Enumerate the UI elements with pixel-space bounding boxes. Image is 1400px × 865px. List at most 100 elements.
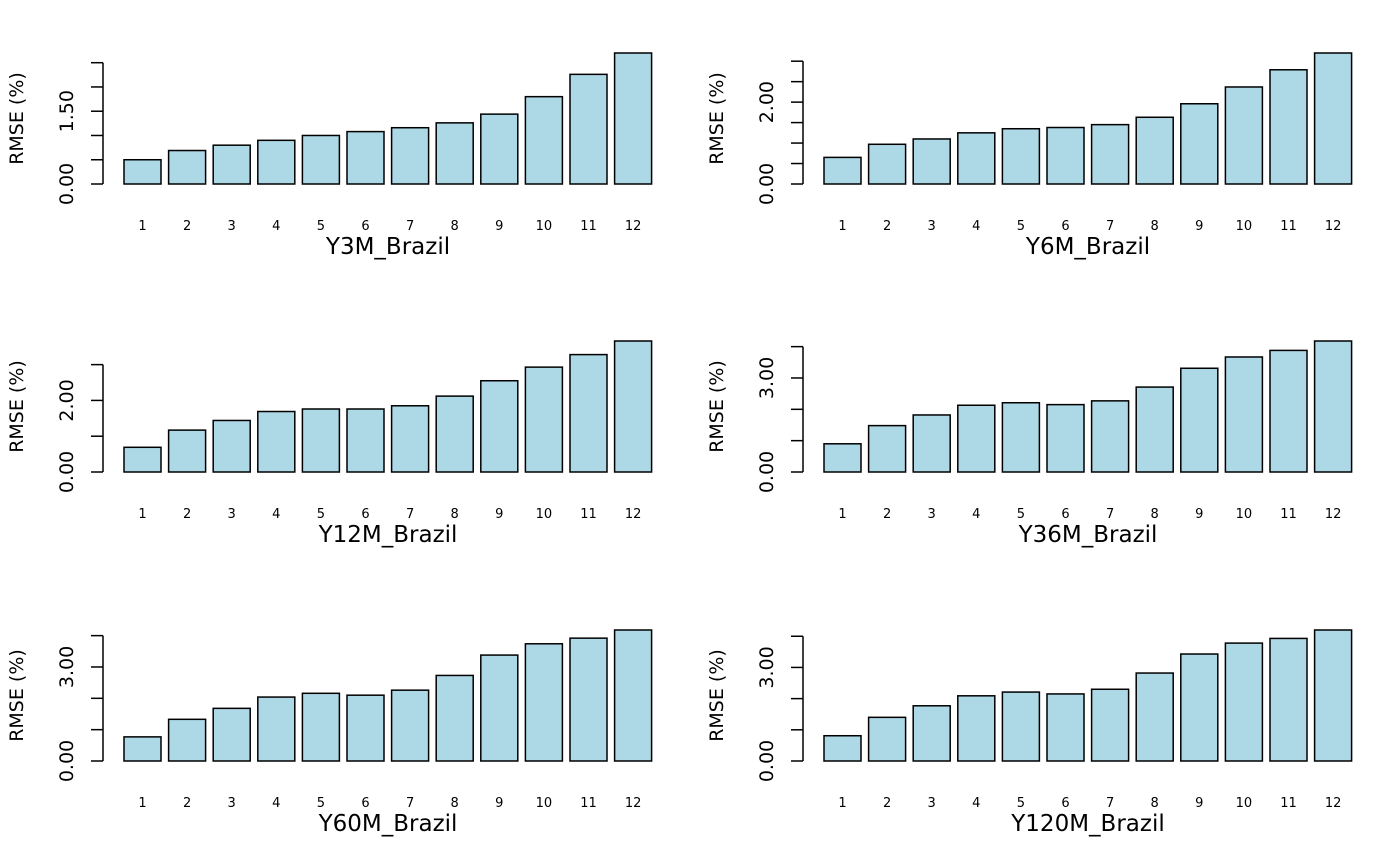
x-tick-label: 6 — [1061, 507, 1069, 522]
bar — [167, 718, 207, 762]
y-axis-label: RMSE (%) — [706, 72, 728, 165]
bar — [301, 408, 341, 473]
bar — [390, 689, 430, 762]
x-tick-label: 2 — [183, 796, 191, 811]
y-axis-label: RMSE (%) — [706, 360, 728, 453]
x-axis-label: Y120M_Brazil — [1010, 811, 1164, 837]
y-tick-label: 2.00 — [56, 379, 78, 421]
x-tick-label: 4 — [272, 796, 280, 811]
x-tick-label: 8 — [1151, 219, 1159, 234]
x-tick-label: 10 — [1236, 507, 1253, 522]
x-tick-label: 9 — [495, 507, 503, 522]
bar — [301, 134, 341, 185]
y-tick-label: 0.00 — [756, 163, 778, 205]
x-tick-label: 10 — [1236, 796, 1253, 811]
x-tick-label: 6 — [361, 796, 369, 811]
bar — [346, 694, 385, 762]
bar — [212, 419, 251, 473]
x-tick-label: 1 — [838, 796, 846, 811]
bar — [123, 736, 162, 762]
x-tick-label: 4 — [272, 507, 280, 522]
bar — [1046, 403, 1085, 473]
x-tick-label: 8 — [1151, 507, 1159, 522]
bar — [480, 113, 519, 185]
bar — [867, 424, 907, 473]
bar — [167, 429, 207, 473]
bar — [1224, 356, 1264, 473]
x-tick-label: 1 — [838, 507, 846, 522]
x-tick-label: 5 — [1017, 219, 1025, 234]
x-tick-label: 2 — [183, 507, 191, 522]
bar — [123, 446, 162, 473]
x-tick-label: 6 — [1061, 219, 1069, 234]
x-tick-label: 8 — [451, 796, 459, 811]
x-tick-label: 6 — [361, 507, 369, 522]
x-tick-label: 2 — [883, 507, 891, 522]
x-tick-label: 11 — [580, 219, 597, 234]
bar — [1180, 103, 1219, 185]
y-tick-label: 0.00 — [756, 740, 778, 782]
x-tick-label: 3 — [228, 796, 236, 811]
x-tick-label: 5 — [317, 796, 325, 811]
y-axis-label: RMSE (%) — [6, 649, 28, 742]
x-tick-label: 8 — [451, 507, 459, 522]
x-tick-label: 2 — [883, 796, 891, 811]
x-tick-label: 10 — [536, 507, 553, 522]
x-tick-label: 6 — [1061, 796, 1069, 811]
x-tick-label: 4 — [972, 796, 980, 811]
bar — [346, 408, 385, 473]
x-tick-label: 1 — [138, 507, 146, 522]
bar — [1313, 629, 1353, 762]
bar — [1313, 52, 1353, 185]
x-tick-label: 2 — [883, 219, 891, 234]
y-tick-label: 3.00 — [56, 646, 78, 688]
bar — [390, 405, 430, 473]
bar — [1001, 127, 1041, 185]
bar — [1001, 401, 1041, 473]
y-tick-label: 3.00 — [756, 646, 778, 688]
x-tick-label: 12 — [1325, 219, 1342, 234]
x-tick-label: 9 — [495, 219, 503, 234]
bar — [524, 95, 564, 185]
y-axis-label: RMSE (%) — [6, 360, 28, 453]
bar — [912, 138, 951, 185]
x-tick-label: 7 — [1106, 219, 1114, 234]
bar — [1180, 367, 1219, 473]
bar — [301, 692, 341, 762]
x-tick-label: 8 — [1151, 796, 1159, 811]
bar — [1224, 86, 1264, 185]
x-axis-label: Y12M_Brazil — [318, 522, 458, 548]
bar — [613, 340, 653, 473]
bar — [957, 695, 996, 762]
x-tick-label: 4 — [972, 219, 980, 234]
x-tick-label: 4 — [972, 507, 980, 522]
x-tick-label: 12 — [625, 219, 642, 234]
bar — [480, 379, 519, 473]
bar — [1269, 349, 1308, 473]
y-tick-label: 0.00 — [56, 163, 78, 205]
bar — [1046, 693, 1085, 762]
bar — [823, 156, 862, 185]
x-tick-label: 9 — [1195, 219, 1203, 234]
y-tick-label: 1.50 — [56, 90, 78, 132]
bar — [480, 654, 519, 762]
y-tick-label: 0.00 — [56, 740, 78, 782]
bar — [435, 395, 474, 473]
x-tick-label: 11 — [1280, 219, 1297, 234]
bar — [569, 637, 608, 762]
x-axis-label: Y3M_Brazil — [325, 234, 450, 260]
x-tick-label: 1 — [138, 796, 146, 811]
x-tick-label: 1 — [838, 219, 846, 234]
y-tick-label: 0.00 — [756, 451, 778, 493]
bar — [569, 73, 608, 185]
x-tick-label: 12 — [1325, 796, 1342, 811]
y-tick-label: 0.00 — [56, 451, 78, 493]
bar — [257, 410, 296, 473]
bar — [867, 716, 907, 762]
x-tick-label: 5 — [1017, 507, 1025, 522]
bar — [912, 414, 951, 473]
bar — [613, 629, 653, 762]
